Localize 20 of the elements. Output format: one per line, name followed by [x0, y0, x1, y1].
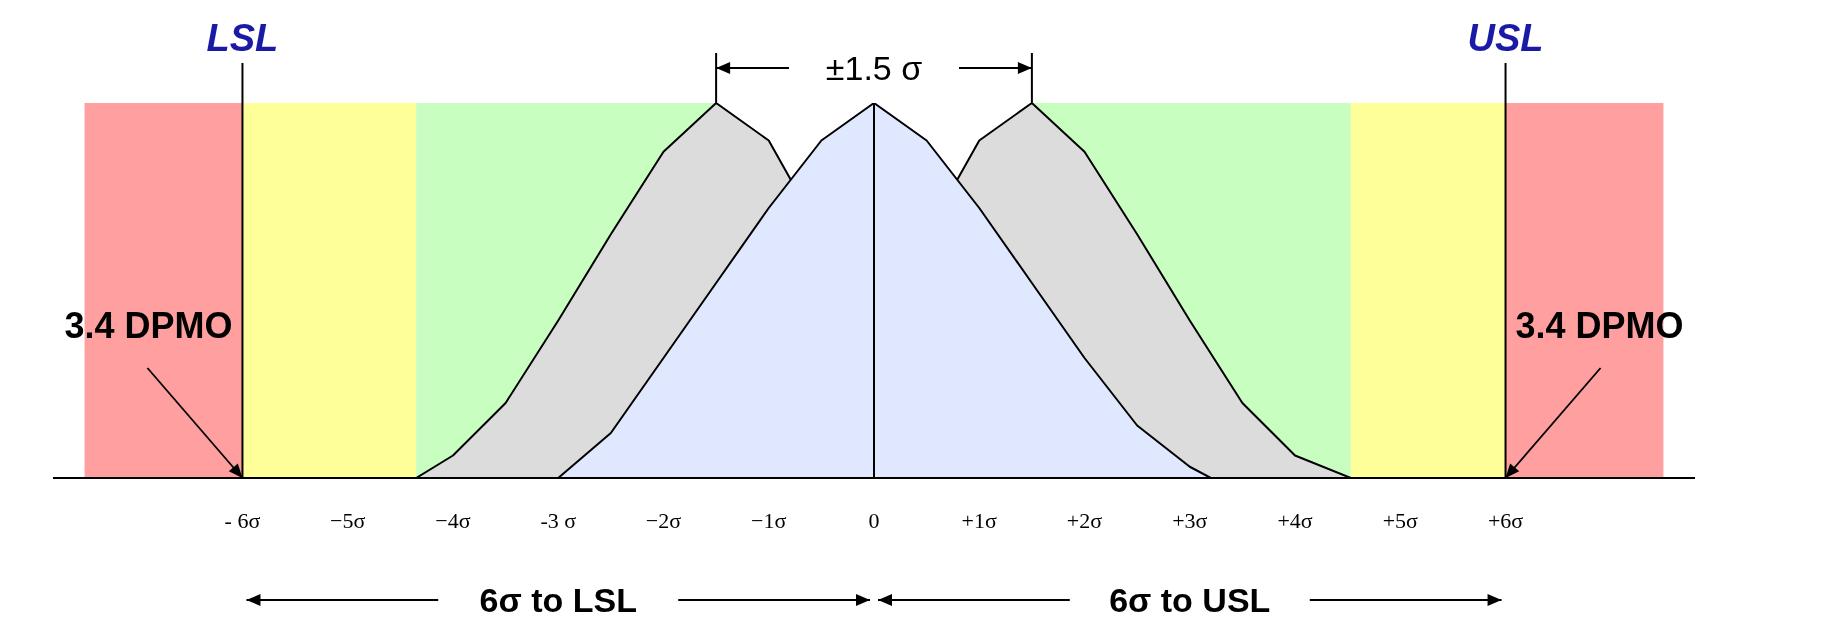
ref-line-label: LSL — [206, 17, 279, 59]
x-tick-label: +5σ — [1382, 508, 1419, 533]
x-tick-label: +1σ — [961, 508, 998, 533]
text: ±1.5 σ — [825, 49, 923, 87]
text: 6σ to LSL — [479, 581, 637, 619]
x-tick-label: −1σ — [751, 508, 787, 533]
annotation: 3.4 DPMO — [1515, 305, 1684, 346]
x-tick-label: +4σ — [1277, 508, 1313, 533]
x-tick-label: +3σ — [1172, 508, 1208, 533]
x-tick-label: −5σ — [330, 508, 366, 533]
ref-line-label: USL — [1467, 17, 1544, 59]
annotation: 3.4 DPMO — [64, 305, 233, 346]
x-tick-label: -3 σ — [540, 508, 577, 533]
x-tick-label: −4σ — [435, 508, 471, 533]
x-tick-label: −2σ — [645, 508, 682, 533]
text: 6σ to USL — [1109, 581, 1271, 619]
x-tick-label: 0 — [868, 508, 880, 533]
x-tick-label: - 6σ — [224, 508, 261, 533]
x-tick-label: +2σ — [1066, 508, 1103, 533]
x-tick-label: +6σ — [1487, 508, 1524, 533]
